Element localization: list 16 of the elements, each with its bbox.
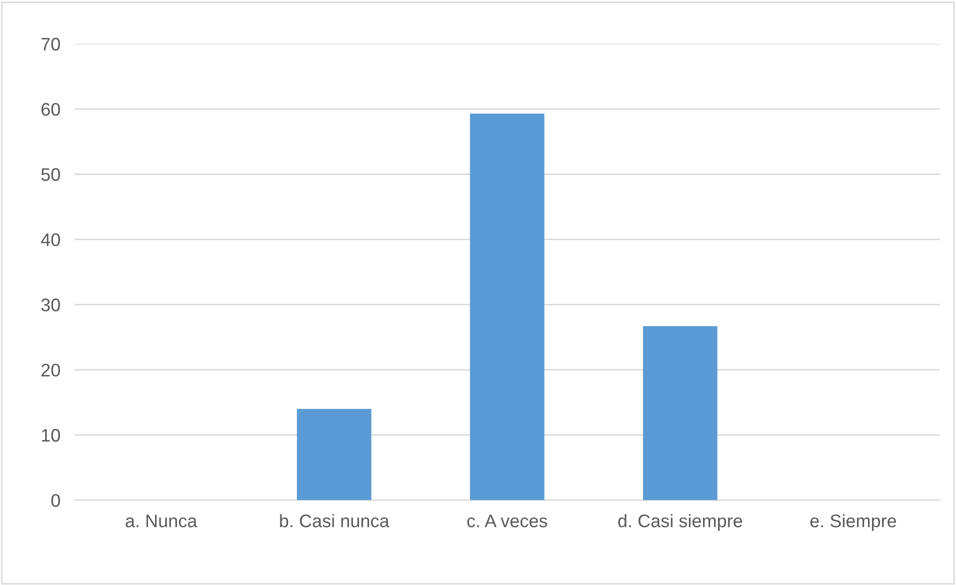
y-tick-label: 70 bbox=[42, 38, 60, 51]
y-tick-label: 20 bbox=[42, 364, 60, 377]
y-tick-label: 30 bbox=[41, 298, 60, 312]
bar bbox=[470, 114, 544, 500]
y-tick-label: 60 bbox=[42, 102, 60, 116]
x-tick-label: d. Casi siempre bbox=[618, 514, 742, 531]
y-tick-label: 0 bbox=[51, 494, 60, 507]
bar bbox=[296, 408, 372, 500]
x-tick-label: a. Nunca bbox=[126, 514, 198, 528]
bar bbox=[642, 326, 718, 500]
x-tick-label: c. A veces bbox=[467, 514, 548, 528]
x-tick-label: b. Casi nunca bbox=[280, 514, 390, 528]
y-tick-label: 10 bbox=[42, 428, 60, 442]
y-tick-label: 50 bbox=[41, 168, 60, 181]
y-tick-label: 40 bbox=[41, 233, 60, 246]
x-tick-label: e. Siempre bbox=[810, 514, 896, 531]
